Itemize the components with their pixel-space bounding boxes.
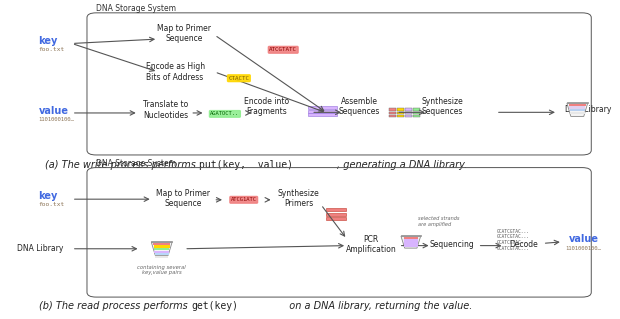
Bar [570, 109, 585, 111]
Text: key: key [38, 191, 58, 201]
Bar [404, 237, 418, 239]
Bar [569, 104, 586, 106]
Text: on a DNA library, returning the value.: on a DNA library, returning the value. [283, 300, 472, 311]
Text: GCATCGTAC...
GCATCGTAC...
GCATCGTAC...
GCATCGTAC...: GCATCGTAC... GCATCGTAC... GCATCGTAC... G… [497, 228, 530, 251]
Bar [154, 245, 170, 248]
Text: Map to Primer
Sequence: Map to Primer Sequence [157, 24, 211, 43]
Text: (b) The read process performs: (b) The read process performs [39, 300, 191, 311]
Bar [308, 106, 337, 109]
Polygon shape [401, 236, 420, 248]
Text: key: key [38, 36, 58, 46]
Bar [413, 112, 420, 114]
Text: value: value [38, 106, 68, 116]
Text: value: value [569, 234, 598, 244]
Text: DNA Library: DNA Library [17, 244, 63, 253]
Polygon shape [567, 103, 588, 116]
Bar [156, 256, 168, 258]
Text: 1101000100…: 1101000100… [565, 246, 601, 251]
Text: ATCGTATC: ATCGTATC [269, 47, 297, 52]
Bar [326, 217, 346, 220]
Bar [154, 248, 169, 250]
Bar [155, 253, 169, 256]
Bar [397, 108, 404, 111]
Bar [405, 115, 412, 117]
Bar [413, 115, 420, 117]
Text: get(key): get(key) [191, 300, 238, 311]
Bar [404, 241, 418, 243]
Bar [404, 245, 418, 247]
Text: DNA Storage System: DNA Storage System [96, 159, 176, 167]
Text: Sequencing: Sequencing [429, 240, 474, 249]
Text: foo.txt: foo.txt [38, 202, 64, 207]
Bar [567, 102, 588, 103]
Text: Decode: Decode [509, 240, 538, 249]
Text: put(key,  value): put(key, value) [200, 160, 293, 170]
Text: Map to Primer
Sequence: Map to Primer Sequence [156, 189, 210, 208]
Bar [389, 108, 396, 111]
Bar [154, 251, 169, 253]
Bar [326, 213, 346, 216]
Bar [405, 112, 412, 114]
Text: selected strands
are amplified: selected strands are amplified [418, 216, 459, 227]
Text: foo.txt: foo.txt [38, 47, 64, 52]
Bar [413, 108, 420, 111]
Text: Encode into
Fragments: Encode into Fragments [244, 97, 289, 116]
Text: containing several
key,value pairs: containing several key,value pairs [138, 264, 186, 275]
Bar [326, 208, 346, 211]
Bar [308, 110, 337, 113]
Text: , generating a DNA library.: , generating a DNA library. [337, 160, 467, 170]
Text: (a) The write process performs: (a) The write process performs [45, 160, 200, 170]
Text: AGATOCT..: AGATOCT.. [210, 111, 239, 116]
Bar [405, 108, 412, 111]
Text: PCR
Amplification: PCR Amplification [346, 235, 397, 254]
Text: Encode as High
Bits of Address: Encode as High Bits of Address [146, 62, 205, 82]
Text: DNA Storage System: DNA Storage System [96, 4, 176, 13]
Bar [569, 107, 585, 108]
Text: Synthesize
Sequences: Synthesize Sequences [422, 97, 463, 116]
Bar [397, 115, 404, 117]
Bar [404, 243, 418, 245]
Text: CTACTC: CTACTC [228, 76, 249, 81]
Bar [397, 112, 404, 114]
Bar [308, 113, 337, 116]
Bar [404, 239, 418, 241]
Text: DNA Library: DNA Library [565, 105, 611, 114]
Bar [401, 235, 420, 236]
Text: Assemble
Sequences: Assemble Sequences [339, 97, 380, 116]
Bar [570, 112, 585, 114]
Bar [153, 243, 170, 245]
Bar [389, 112, 396, 114]
Text: Synthesize
Primers: Synthesize Primers [278, 189, 319, 208]
Text: Translate to
Nucleotides: Translate to Nucleotides [143, 100, 188, 120]
Text: 1101000100…: 1101000100… [38, 117, 74, 122]
Bar [389, 115, 396, 117]
Text: ATCG1ATC: ATCG1ATC [231, 197, 257, 202]
Polygon shape [151, 242, 172, 256]
Bar [151, 241, 172, 242]
